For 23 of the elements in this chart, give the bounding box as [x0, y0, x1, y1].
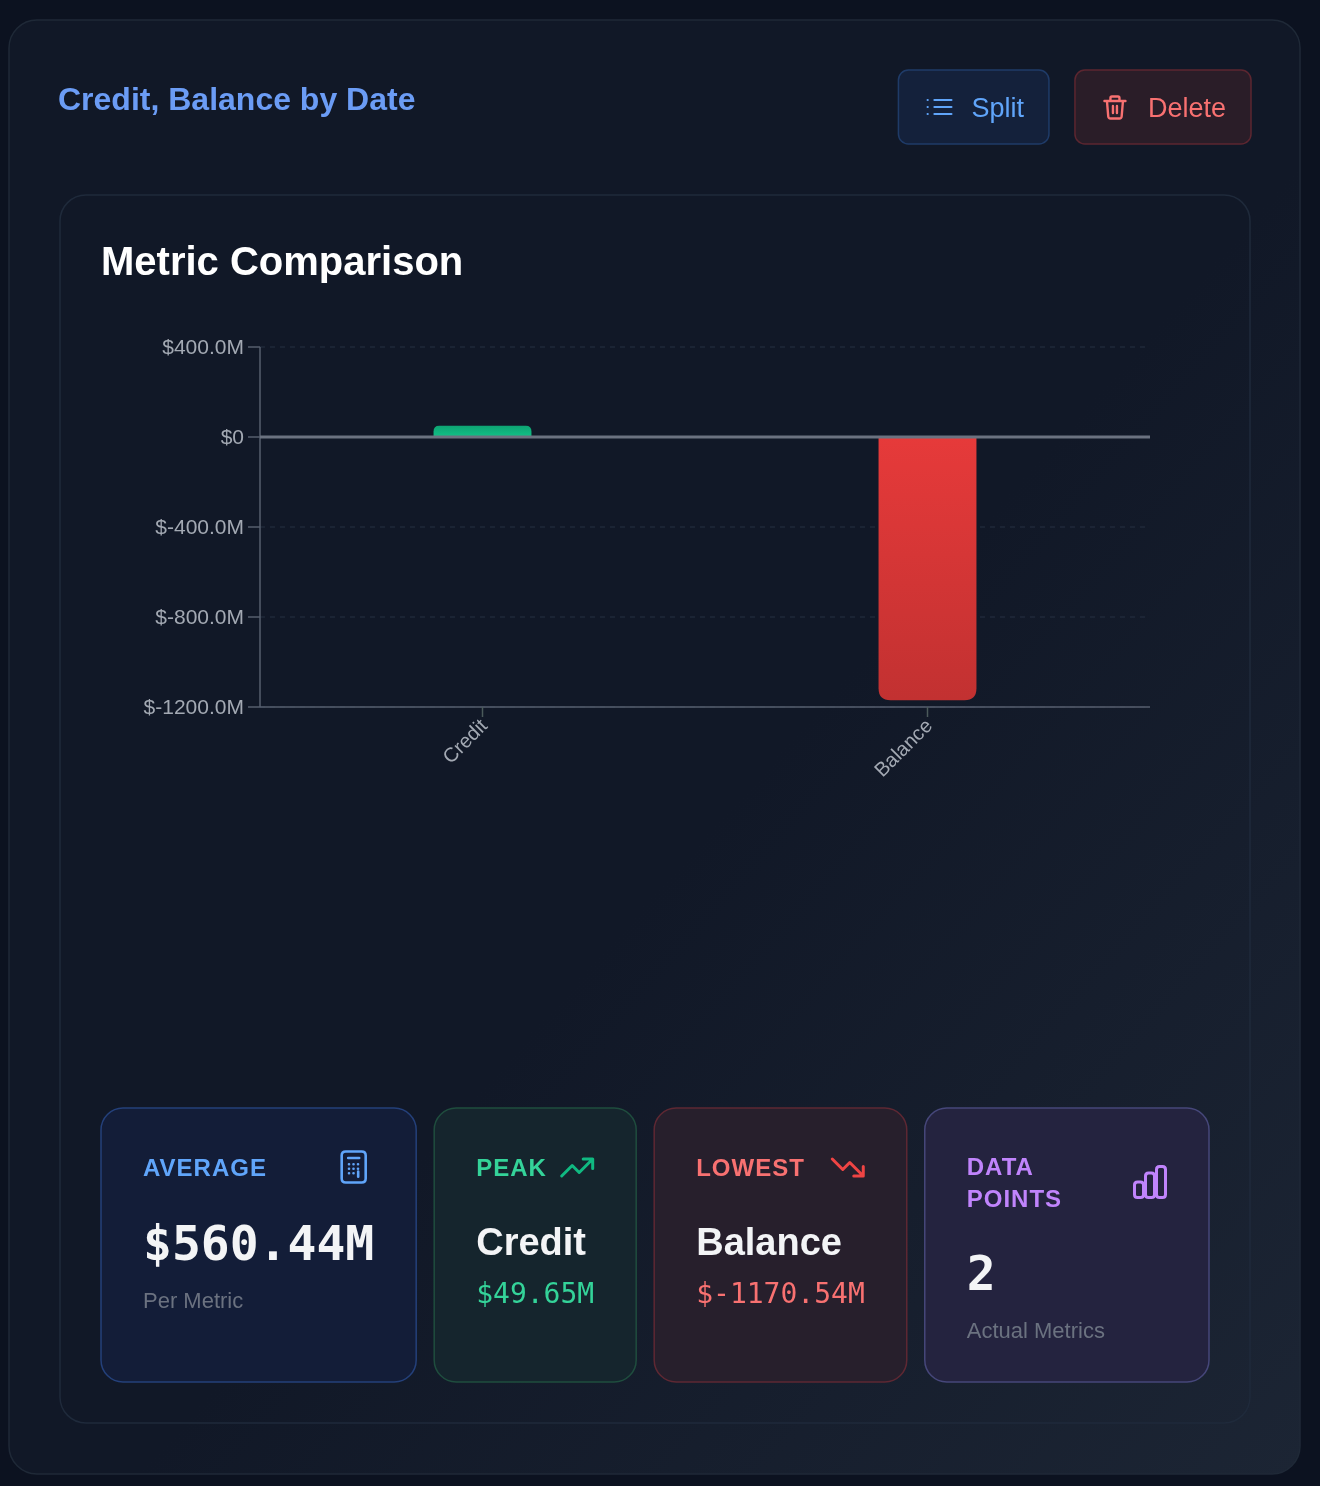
text: Credit: [476, 1221, 587, 1263]
text: 2: [966, 1245, 996, 1301]
button[interactable]: [897, 69, 1050, 145]
text: Actual Metrics: [966, 1318, 1105, 1343]
y-tick-label: $-400.0M: [155, 515, 244, 539]
text: Balance: [696, 1221, 842, 1263]
text: Delete: [1147, 93, 1226, 123]
text: $560.44M: [143, 1215, 375, 1271]
text: Split: [971, 93, 1025, 123]
text: Per Metric: [143, 1288, 244, 1313]
button[interactable]: [1074, 69, 1252, 145]
y-tick-label: $400.0M: [162, 335, 244, 359]
text: AVERAGE: [143, 1154, 267, 1181]
text: PEAK: [476, 1154, 547, 1181]
text: LOWEST: [696, 1154, 805, 1181]
text: $49.65M: [476, 1277, 595, 1310]
y-tick-label: $0: [220, 425, 244, 449]
chart-subtitle: Metric Comparison: [101, 239, 464, 283]
y-tick-label: $-1200.0M: [143, 695, 244, 719]
text: $-1170.54M: [696, 1277, 865, 1310]
text: DATA POINTS: [966, 1153, 1063, 1212]
chart-title: Credit, Balance by Date: [58, 81, 416, 117]
y-tick-label: $-800.0M: [155, 605, 244, 629]
